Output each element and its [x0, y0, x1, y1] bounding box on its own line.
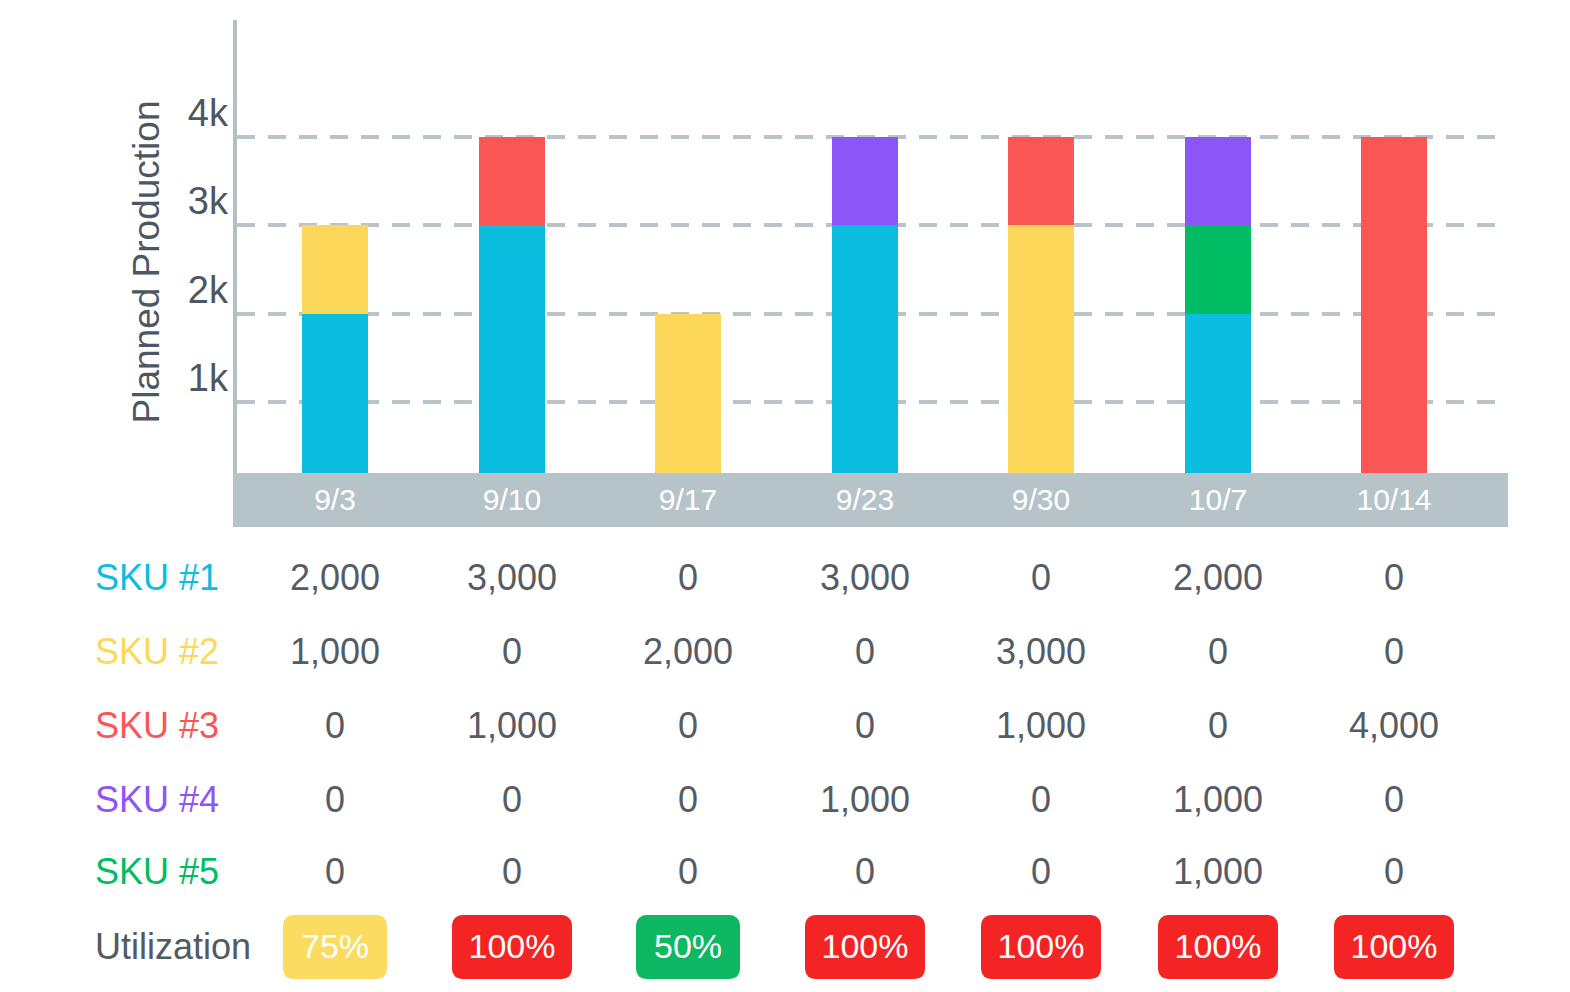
table-cell: 0: [1130, 631, 1306, 673]
table-cell: 0: [777, 631, 953, 673]
table-cell: 0: [1306, 851, 1482, 893]
utilization-badge: 100%: [805, 915, 926, 979]
bar-segment-sku-1: [1185, 314, 1251, 490]
x-label-9/23: 9/23: [836, 483, 894, 517]
table-cell: 1,000: [1130, 851, 1306, 893]
x-label-9/10: 9/10: [483, 483, 541, 517]
bar-segment-sku-1: [479, 225, 545, 490]
table-cell: 0: [247, 779, 423, 821]
table-cell: 0: [1306, 779, 1482, 821]
table-cell: 1,000: [424, 705, 600, 747]
bar-segment-sku-4: [1185, 137, 1251, 225]
production-data-table: SKU #12,0003,00003,00002,0000SKU #21,000…: [0, 540, 1570, 992]
utilization-cell: 100%: [1130, 915, 1306, 979]
bar-10/14: [1361, 137, 1427, 490]
bar-segment-sku-3: [479, 137, 545, 225]
table-cell: 1,000: [247, 631, 423, 673]
table-cell: 0: [953, 851, 1129, 893]
bar-segment-sku-3: [1008, 137, 1074, 225]
table-cell: 3,000: [953, 631, 1129, 673]
table-cell: 0: [600, 557, 776, 599]
bar-9/10: [479, 137, 545, 490]
table-cell: 1,000: [953, 705, 1129, 747]
bar-segment-sku-1: [302, 314, 368, 490]
table-cell: 0: [424, 779, 600, 821]
y-tick-3k: 3k: [138, 181, 228, 221]
table-cell: 0: [424, 851, 600, 893]
utilization-cell: 100%: [777, 915, 953, 979]
table-cell: 0: [600, 705, 776, 747]
table-cell: 4,000: [1306, 705, 1482, 747]
y-tick-1k: 1k: [138, 358, 228, 398]
table-cell: 3,000: [777, 557, 953, 599]
production-plan-page: Planned Production 4k3k2k1k 9/39/109/179…: [0, 0, 1570, 992]
bar-9/17: [655, 314, 721, 490]
utilization-badge: 75%: [283, 915, 387, 979]
utilization-cell: 100%: [1306, 915, 1482, 979]
table-cell: 1,000: [1130, 779, 1306, 821]
table-cell: 0: [953, 779, 1129, 821]
x-label-10/7: 10/7: [1189, 483, 1247, 517]
table-cell: 0: [600, 779, 776, 821]
bar-10/7: [1185, 137, 1251, 490]
y-tick-4k: 4k: [138, 93, 228, 133]
table-cell: 0: [1306, 631, 1482, 673]
table-cell: 1,000: [777, 779, 953, 821]
bar-segment-sku-5: [1185, 225, 1251, 313]
utilization-badge: 100%: [981, 915, 1102, 979]
table-cell: 0: [1306, 557, 1482, 599]
utilization-cell: 75%: [247, 915, 423, 979]
utilization-cell: 100%: [424, 915, 600, 979]
bar-segment-sku-2: [1008, 225, 1074, 490]
table-cell: 0: [777, 705, 953, 747]
table-cell: 0: [777, 851, 953, 893]
bar-segment-sku-2: [302, 225, 368, 313]
x-label-9/30: 9/30: [1012, 483, 1070, 517]
bar-segment-sku-1: [832, 225, 898, 490]
utilization-cell: 50%: [600, 915, 776, 979]
x-label-9/17: 9/17: [659, 483, 717, 517]
bar-9/3: [302, 225, 368, 490]
bar-segment-sku-4: [832, 137, 898, 225]
table-cell: 0: [247, 705, 423, 747]
table-cell: 2,000: [600, 631, 776, 673]
y-tick-2k: 2k: [138, 270, 228, 310]
table-cell: 0: [1130, 705, 1306, 747]
table-cell: 3,000: [424, 557, 600, 599]
table-cell: 2,000: [1130, 557, 1306, 599]
planned-production-chart: Planned Production 4k3k2k1k 9/39/109/179…: [0, 0, 1570, 540]
y-axis-line: [233, 20, 237, 473]
utilization-badge: 50%: [636, 915, 740, 979]
x-label-10/14: 10/14: [1356, 483, 1431, 517]
bar-9/23: [832, 137, 898, 490]
bar-segment-sku-2: [655, 314, 721, 490]
table-cell: 0: [953, 557, 1129, 599]
utilization-badge: 100%: [452, 915, 573, 979]
utilization-badge: 100%: [1334, 915, 1455, 979]
utilization-cell: 100%: [953, 915, 1129, 979]
bar-segment-sku-3: [1361, 137, 1427, 490]
utilization-badge: 100%: [1158, 915, 1279, 979]
table-cell: 2,000: [247, 557, 423, 599]
table-cell: 0: [600, 851, 776, 893]
x-label-9/3: 9/3: [314, 483, 356, 517]
bar-9/30: [1008, 137, 1074, 490]
table-cell: 0: [424, 631, 600, 673]
table-cell: 0: [247, 851, 423, 893]
